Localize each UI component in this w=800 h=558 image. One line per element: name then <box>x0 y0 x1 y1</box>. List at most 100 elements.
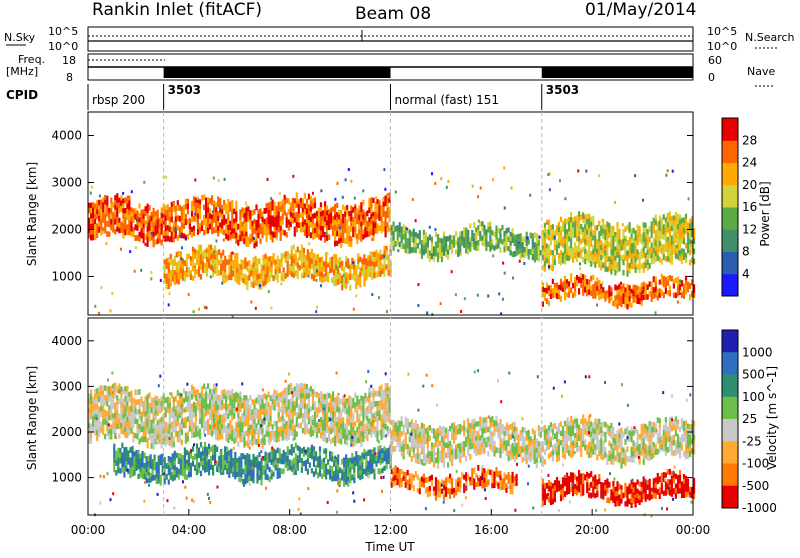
heatmap-cell <box>120 248 122 251</box>
heatmap-cell <box>221 390 223 395</box>
heatmap-cell <box>307 458 309 464</box>
heatmap-cell <box>149 419 151 425</box>
heatmap-cell <box>233 266 235 269</box>
heatmap-cell <box>201 412 203 418</box>
heatmap-cell <box>598 285 600 291</box>
heatmap-cell <box>257 228 259 233</box>
heatmap-cell <box>275 465 277 471</box>
heatmap-cell <box>114 428 116 434</box>
heatmap-cell <box>244 465 246 470</box>
heatmap-cell <box>544 252 546 257</box>
heatmap-cell <box>308 398 310 404</box>
heatmap-cell <box>330 213 332 219</box>
heatmap-cell <box>580 283 582 288</box>
heatmap-cell <box>435 491 437 496</box>
heatmap-cell <box>340 243 342 248</box>
heatmap-cell <box>290 217 292 223</box>
heatmap-cell <box>208 259 210 264</box>
heatmap-cell <box>421 459 423 465</box>
heatmap-cell <box>552 224 554 230</box>
heatmap-cell <box>220 464 222 470</box>
heatmap-cell <box>134 419 136 424</box>
heatmap-cell <box>368 227 370 232</box>
heatmap-cell <box>156 478 158 484</box>
heatmap-cell <box>370 427 372 433</box>
heatmap-cell <box>178 270 180 275</box>
heatmap-cell <box>213 399 215 405</box>
heatmap-cell <box>459 482 461 487</box>
heatmap-cell <box>433 256 435 262</box>
heatmap-cell <box>457 237 459 242</box>
heatmap-cell <box>123 472 125 478</box>
heatmap-cell <box>283 253 285 258</box>
heatmap-cell <box>124 432 126 438</box>
heatmap-cell <box>443 481 445 486</box>
heatmap-cell <box>683 233 685 239</box>
heatmap-cell <box>639 252 641 258</box>
heatmap-cell <box>174 280 176 285</box>
heatmap-cell <box>260 269 262 275</box>
heatmap-cell <box>245 415 247 421</box>
heatmap-cell <box>510 236 512 241</box>
heatmap-cell <box>393 226 395 231</box>
heatmap-cell <box>380 405 382 411</box>
heatmap-cell <box>205 203 207 209</box>
heatmap-cell <box>635 251 637 257</box>
heatmap-cell <box>469 237 471 242</box>
heatmap-cell <box>237 393 239 398</box>
heatmap-cell <box>131 451 133 457</box>
heatmap-cell <box>403 444 405 450</box>
heatmap-cell <box>582 257 584 263</box>
cpid-segment-label: rbsp 200 <box>92 93 145 107</box>
heatmap-cell <box>323 458 325 463</box>
heatmap-cell <box>211 224 213 229</box>
heatmap-cell <box>239 230 241 236</box>
heatmap-cell <box>153 398 155 404</box>
heatmap-cell <box>161 427 163 433</box>
heatmap-cell <box>155 240 157 245</box>
heatmap-cell <box>378 401 380 406</box>
heatmap-cell <box>229 396 231 401</box>
heatmap-cell <box>148 467 150 473</box>
heatmap-cell <box>580 249 582 255</box>
heatmap-cell <box>355 461 357 466</box>
heatmap-cell <box>231 405 233 411</box>
heatmap-cell <box>280 282 282 285</box>
heatmap-cell <box>179 437 181 443</box>
heatmap-cell <box>489 231 491 237</box>
heatmap-cell <box>350 211 352 217</box>
heatmap-cell <box>469 242 471 247</box>
heatmap-cell <box>174 451 176 456</box>
heatmap-cell <box>624 246 626 251</box>
heatmap-cell <box>225 436 227 442</box>
heatmap-cell <box>616 267 618 273</box>
heatmap-cell <box>98 227 100 233</box>
heatmap-cell <box>336 212 338 217</box>
heatmap-cell <box>205 218 207 224</box>
heatmap-cell <box>104 219 106 224</box>
heatmap-cell <box>243 416 245 422</box>
heatmap-cell <box>489 236 491 242</box>
heatmap-cell <box>371 464 373 469</box>
heatmap-cell <box>193 387 195 393</box>
heatmap-cell <box>257 439 259 445</box>
heatmap-cell <box>608 261 610 266</box>
heatmap-cell <box>516 474 518 480</box>
heatmap-cell <box>290 202 292 208</box>
heatmap-cell <box>253 404 255 410</box>
heatmap-cell <box>100 210 102 216</box>
heatmap-cell <box>318 223 320 229</box>
heatmap-cell <box>689 244 691 250</box>
heatmap-cell <box>489 241 491 247</box>
heatmap-cell <box>412 198 414 201</box>
heatmap-cell <box>421 245 423 250</box>
heatmap-cell <box>604 250 606 256</box>
heatmap-cell <box>460 310 462 313</box>
heatmap-cell <box>464 297 466 300</box>
heatmap-cell <box>372 226 374 231</box>
heatmap-cell <box>278 427 280 432</box>
heatmap-cell <box>298 204 300 209</box>
heatmap-cell <box>328 224 330 230</box>
heatmap-cell <box>170 270 172 276</box>
heatmap-cell <box>251 425 253 431</box>
